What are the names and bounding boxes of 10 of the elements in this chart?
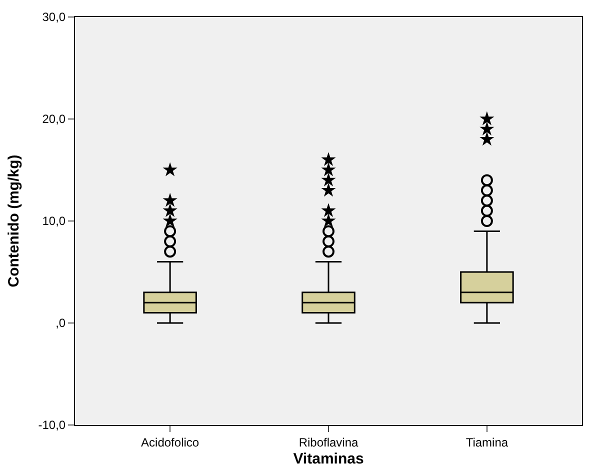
y-tick-label: 20,0 bbox=[42, 112, 66, 126]
y-axis-title: Contenido (mg/kg) bbox=[5, 154, 22, 288]
y-tick-label: -10,0 bbox=[38, 418, 66, 432]
x-tick-label: Tiamina bbox=[466, 435, 508, 450]
x-axis-title: Vitaminas bbox=[293, 450, 364, 468]
y-tick-label: 30,0 bbox=[42, 10, 66, 24]
x-tick-label: Acidofolico bbox=[141, 435, 200, 450]
y-tick-label: 10,0 bbox=[42, 214, 66, 228]
y-tick-label: ,0 bbox=[56, 316, 66, 330]
x-tick-label: Riboflavina bbox=[298, 435, 359, 450]
